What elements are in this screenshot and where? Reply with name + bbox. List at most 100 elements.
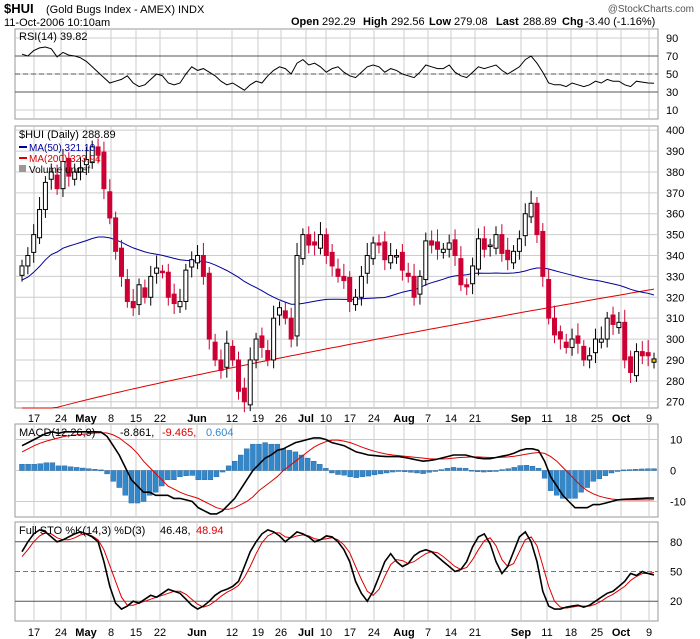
- macd-histogram-bar: [183, 470, 189, 476]
- candle-body: [195, 255, 201, 264]
- candle-body: [154, 267, 160, 274]
- low-value: 279.08: [454, 16, 488, 28]
- macd-histogram-bar: [177, 470, 183, 477]
- macd-histogram-bar: [402, 470, 408, 472]
- macd-histogram-bar: [304, 457, 311, 471]
- macd-histogram-bar: [438, 469, 445, 471]
- macd-histogram-bar: [280, 448, 287, 471]
- price-axis-label: 340: [666, 251, 684, 263]
- x-axis-label-lower: 7: [425, 627, 431, 639]
- x-axis-label-upper: Aug: [393, 413, 414, 425]
- macd-histogram-bar: [122, 470, 129, 496]
- macd-histogram-bar: [529, 465, 536, 471]
- candle-body: [581, 345, 587, 361]
- macd-histogram-bar: [31, 464, 37, 471]
- macd-axis-label: 0: [670, 466, 676, 478]
- x-axis-label-upper: 17: [344, 413, 356, 425]
- x-axis-label-upper: 12: [226, 413, 238, 425]
- macd-line: [21, 430, 655, 515]
- macd-histogram-bar: [499, 469, 505, 471]
- macd-histogram-bar: [633, 469, 639, 471]
- candle-body: [552, 317, 558, 336]
- x-axis-label-upper: 26: [275, 413, 287, 425]
- macd-histogram-bar: [389, 470, 396, 473]
- candle-body: [616, 321, 622, 329]
- macd-histogram-bar: [86, 468, 92, 471]
- x-axis-label-lower: May: [75, 627, 97, 639]
- candle-body: [364, 255, 370, 274]
- macd-legend-hist: 0.604: [206, 427, 234, 439]
- x-axis-label-lower: 9: [646, 627, 652, 639]
- macd-histogram-bar: [517, 465, 524, 471]
- macd-histogram-bar: [468, 469, 475, 472]
- x-axis-label-upper: 11: [541, 413, 552, 425]
- x-axis-label-upper: 19: [252, 413, 264, 425]
- candle-body: [60, 161, 66, 190]
- candle-body: [569, 338, 575, 348]
- x-axis-label-lower: 17: [28, 627, 40, 639]
- sto-legend-d: 48.94: [196, 525, 224, 537]
- candle-body: [189, 259, 195, 268]
- symbol: $HUI: [4, 1, 34, 16]
- price-axis-label: 350: [666, 230, 684, 242]
- x-axis-label-lower: Oct: [612, 627, 631, 639]
- macd-histogram-bar: [195, 470, 201, 481]
- x-axis-label-upper: 10: [320, 413, 332, 425]
- macd-histogram-bar: [608, 470, 615, 474]
- candle-body: [347, 276, 353, 302]
- last-value: 288.89: [523, 16, 557, 28]
- macd-histogram-bar: [25, 464, 31, 471]
- candle-body: [534, 202, 540, 236]
- candle-body: [376, 242, 382, 246]
- candle-body: [136, 284, 142, 306]
- macd-histogram-bar: [572, 470, 578, 499]
- candle-body: [78, 167, 84, 173]
- x-axis-label-upper: 25: [591, 413, 603, 425]
- candle-body: [399, 251, 405, 271]
- macd-histogram-bar: [432, 470, 438, 472]
- candle-body: [452, 239, 458, 257]
- rsi-axis-label: 70: [666, 51, 678, 63]
- x-axis-label-upper: Oct: [612, 413, 631, 425]
- macd-histogram-bar: [596, 470, 603, 480]
- candle-body: [159, 270, 165, 274]
- macd-histogram-bar: [505, 468, 511, 471]
- macd-histogram-bar: [420, 470, 426, 474]
- macd-histogram-bar: [371, 470, 378, 476]
- x-axis-label-lower: Jul: [298, 627, 314, 639]
- macd-histogram-bar: [159, 470, 165, 487]
- x-axis-label-lower: Aug: [393, 627, 414, 639]
- sto-axis-label: 50: [670, 567, 682, 579]
- macd-histogram-bar: [329, 470, 335, 474]
- candle-body: [317, 234, 323, 249]
- macd-histogram-bar: [493, 470, 499, 472]
- candle-body: [107, 191, 113, 219]
- macd-histogram-bar: [456, 467, 463, 471]
- open-label: Open: [291, 16, 319, 28]
- macd-histogram-bar: [19, 464, 25, 471]
- candle-body: [288, 317, 294, 340]
- sto-legend-k: 46.48,: [160, 525, 191, 537]
- x-axis-label-upper: 17: [28, 413, 40, 425]
- high-value: 292.56: [391, 16, 425, 28]
- macd-histogram-bar: [523, 465, 530, 471]
- macd-histogram-bar: [98, 469, 104, 472]
- x-axis-label-lower: 8: [108, 627, 114, 639]
- price-axis-label: 310: [666, 313, 684, 325]
- x-axis-label-upper: 15: [130, 413, 142, 425]
- sto-legend-name: Full STO %K(14,3) %D(3): [19, 525, 145, 537]
- macd-histogram-bar: [626, 469, 633, 471]
- candle-body: [282, 310, 288, 319]
- candle-body: [481, 238, 487, 250]
- macd-histogram-bar: [213, 470, 220, 477]
- candle-body: [265, 350, 271, 361]
- macd-histogram-bar: [444, 468, 451, 471]
- candle-body: [499, 234, 505, 254]
- candle-body: [253, 338, 259, 361]
- x-axis-label-upper: 9: [646, 413, 652, 425]
- low-label: Low: [429, 16, 451, 28]
- candle-body: [563, 341, 569, 348]
- candle-body: [247, 359, 253, 406]
- index-name: (Gold Bugs Index - AMEX): [46, 4, 175, 16]
